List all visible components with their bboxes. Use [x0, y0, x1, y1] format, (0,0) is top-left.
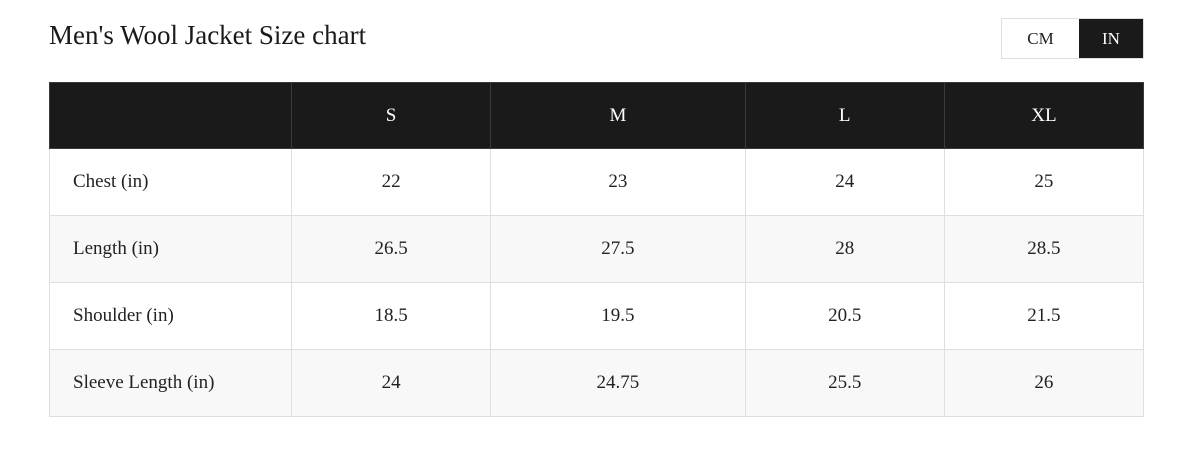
size-value: 24.75 — [490, 349, 746, 417]
row-label: Shoulder (in) — [49, 282, 292, 350]
size-value: 18.5 — [290, 282, 492, 350]
size-value: 28.5 — [943, 215, 1145, 283]
size-value: 27.5 — [490, 215, 746, 283]
size-value: 24 — [290, 349, 492, 417]
size-value: 24 — [744, 148, 945, 216]
size-value: 28 — [744, 215, 945, 283]
size-value: 23 — [490, 148, 746, 216]
size-value: 22 — [290, 148, 492, 216]
column-header: L — [744, 82, 945, 149]
size-value: 25 — [943, 148, 1145, 216]
column-header: S — [290, 82, 492, 149]
corner-cell — [49, 82, 292, 149]
header-row: S M L XL — [49, 82, 1145, 149]
size-value: 20.5 — [744, 282, 945, 350]
table-body: Chest (in) 22 23 24 25 Length (in) 26.5 27.5 28 2… — [49, 148, 1145, 417]
row-label: Sleeve Length (in) — [49, 349, 292, 417]
size-value: 25.5 — [744, 349, 945, 417]
size-value: 21.5 — [943, 282, 1145, 350]
table-row: Sleeve Length (in) 24 24.75 25.5 26 — [49, 349, 1145, 417]
size-table: S M L XL Chest (in) 22 23 24 25 Length (in) 26.5 2… — [49, 82, 1145, 417]
size-value: 26.5 — [290, 215, 492, 283]
size-value: 26 — [943, 349, 1145, 417]
unit-button[interactable]: CM — [1002, 19, 1079, 58]
row-label: Chest (in) — [49, 148, 292, 216]
unit-toggle: CM IN — [1001, 18, 1144, 59]
table-row: Shoulder (in) 18.5 19.5 20.5 21.5 — [49, 282, 1145, 350]
table-row: Length (in) 26.5 27.5 28 28.5 — [49, 215, 1145, 283]
table-row: Chest (in) 22 23 24 25 — [49, 148, 1145, 216]
unit-button[interactable]: IN — [1079, 19, 1143, 58]
row-label: Length (in) — [49, 215, 292, 283]
page-title: Men's Wool Jacket Size chart — [49, 20, 367, 50]
size-value: 19.5 — [490, 282, 746, 350]
column-header: XL — [943, 82, 1145, 149]
column-header: M — [490, 82, 746, 149]
